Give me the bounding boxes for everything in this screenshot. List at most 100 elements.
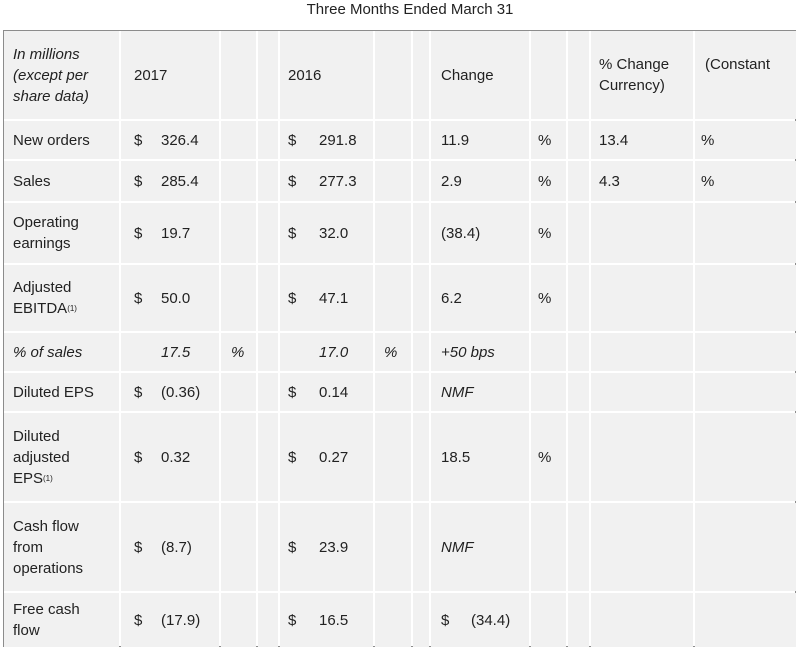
table-cell: (17.9) bbox=[161, 593, 251, 647]
cell-background bbox=[4, 503, 119, 591]
cell-background bbox=[413, 413, 429, 501]
table-cell: $ bbox=[134, 413, 224, 501]
cell-background bbox=[695, 31, 796, 119]
cell-background bbox=[413, 203, 429, 263]
cell-background bbox=[568, 373, 589, 411]
cell-background bbox=[413, 333, 429, 371]
cell-text: $ bbox=[134, 383, 143, 401]
cell-text: $ bbox=[134, 131, 143, 149]
table-cell: % bbox=[538, 203, 628, 263]
cell-text: $ bbox=[441, 611, 450, 629]
table-cell: In millions (except per share data) bbox=[13, 31, 105, 119]
cell-background bbox=[568, 161, 589, 201]
cell-background bbox=[375, 121, 411, 159]
cell-background bbox=[413, 31, 429, 119]
cell-background bbox=[280, 593, 373, 647]
cell-background bbox=[568, 593, 589, 647]
cell-background bbox=[221, 31, 256, 119]
cell-background bbox=[375, 373, 411, 411]
cell-background bbox=[568, 413, 589, 501]
cell-background bbox=[121, 31, 219, 119]
cell-background bbox=[121, 203, 219, 263]
table-cell: $ bbox=[288, 203, 378, 263]
table-cell: 6.2 bbox=[441, 265, 531, 331]
cell-background bbox=[4, 333, 119, 371]
cell-background bbox=[591, 265, 693, 331]
cell-text: Change bbox=[441, 66, 494, 84]
cell-background bbox=[413, 121, 429, 159]
cell-text: % bbox=[231, 343, 245, 361]
cell-background bbox=[375, 413, 411, 501]
cell-background bbox=[413, 593, 429, 647]
cell-background bbox=[591, 593, 693, 647]
cell-text: 19.7 bbox=[161, 224, 191, 242]
cell-background bbox=[591, 31, 693, 119]
table-cell: 326.4 bbox=[161, 121, 251, 159]
cell-background bbox=[695, 161, 796, 201]
cell-background bbox=[4, 121, 119, 159]
table-cell: $ bbox=[441, 593, 531, 647]
cell-background bbox=[280, 333, 373, 371]
cell-text: 18.5 bbox=[441, 448, 471, 466]
cell-background bbox=[221, 161, 256, 201]
cell-text: 277.3 bbox=[319, 172, 357, 190]
cell-background bbox=[695, 373, 796, 411]
cell-text: % bbox=[538, 289, 552, 307]
table: In millions (except per share data) 2017 2… bbox=[3, 30, 796, 647]
cell-background bbox=[431, 333, 529, 371]
cell-text: $ bbox=[288, 448, 297, 466]
table-cell: 0.27 bbox=[319, 413, 409, 501]
table-cell: 285.4 bbox=[161, 161, 251, 201]
cell-background bbox=[568, 31, 589, 119]
cell-background bbox=[4, 593, 119, 647]
cell-text: % bbox=[538, 224, 552, 242]
cell-text: % Change Currency) bbox=[599, 56, 670, 94]
cell-background bbox=[531, 503, 566, 591]
cell-text: 17.0 bbox=[319, 343, 349, 361]
table-cell: 2016 bbox=[288, 31, 368, 119]
cell-text: (38.4) bbox=[441, 224, 481, 242]
cell-background bbox=[431, 121, 529, 159]
cell-background bbox=[531, 373, 566, 411]
cell-background bbox=[121, 503, 219, 591]
cell-background bbox=[221, 413, 256, 501]
cell-text: Sales bbox=[13, 172, 51, 190]
table-cell: $ bbox=[288, 373, 378, 411]
cell-text: $ bbox=[288, 224, 297, 242]
cell-text: 6.2 bbox=[441, 289, 462, 307]
table-cell: $ bbox=[288, 121, 378, 159]
footnote-mark: (1) bbox=[43, 473, 53, 483]
cell-background bbox=[568, 265, 589, 331]
cell-text: 0.32 bbox=[161, 448, 191, 466]
table-cell: $ bbox=[134, 503, 224, 591]
cell-text: Operating earnings bbox=[13, 214, 79, 252]
cell-text: $ bbox=[134, 224, 143, 242]
cell-background bbox=[591, 413, 693, 501]
cell-background bbox=[221, 373, 256, 411]
cell-text: 2.9 bbox=[441, 172, 462, 190]
table-cell: Diluted EPS bbox=[13, 373, 103, 411]
cell-text: +50 bps bbox=[441, 343, 495, 361]
table-cell: 2017 bbox=[134, 31, 214, 119]
cell-background bbox=[280, 121, 373, 159]
table-cell: $ bbox=[134, 161, 224, 201]
cell-background bbox=[258, 503, 278, 591]
cell-background bbox=[4, 31, 119, 119]
cell-background bbox=[531, 333, 566, 371]
cell-text: 285.4 bbox=[161, 172, 199, 190]
cell-text: $ bbox=[134, 448, 143, 466]
table-cell: Sales bbox=[13, 161, 103, 201]
cell-background bbox=[431, 373, 529, 411]
cell-background bbox=[431, 503, 529, 591]
table-cell: 18.5 bbox=[441, 413, 531, 501]
table-cell: 2.9 bbox=[441, 161, 531, 201]
table-cell: $ bbox=[288, 161, 378, 201]
cell-text: New orders bbox=[13, 131, 90, 149]
table-cell: % bbox=[701, 121, 791, 159]
cell-background bbox=[375, 203, 411, 263]
table-cell: 19.7 bbox=[161, 203, 251, 263]
table-cell: +50 bps bbox=[441, 333, 531, 371]
cell-background bbox=[121, 373, 219, 411]
cell-background bbox=[280, 161, 373, 201]
cell-background bbox=[375, 31, 411, 119]
